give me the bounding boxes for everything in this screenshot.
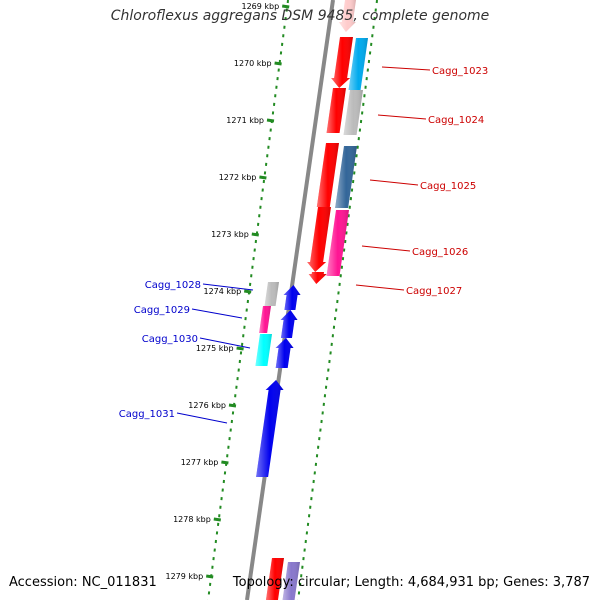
ruler-tick-label: 1277 kbp (181, 458, 219, 467)
ruler-tick (214, 519, 221, 520)
forward-gene-block-shade (317, 143, 339, 207)
gene-callout-line (177, 413, 227, 423)
gene-callout-line (378, 115, 426, 119)
gene-label: Cagg_1031 (119, 409, 175, 420)
ruler-tick (229, 405, 236, 406)
ruler-tick (252, 234, 259, 235)
gene-label: Cagg_1029 (134, 305, 190, 316)
topology-label: Topology: circular; Length: 4,684,931 bp… (233, 575, 590, 590)
ruler-tick-label: 1276 kbp (188, 401, 226, 410)
gene-label: Cagg_1028 (145, 280, 201, 291)
gene-label: Cagg_1030 (142, 334, 198, 345)
reverse-gene-block-shade (256, 380, 283, 477)
cog-gene-block-shade (255, 334, 272, 366)
cog-gene-block-shade (259, 306, 271, 333)
ruler-tick (237, 348, 244, 349)
forward-gene-block-shade (309, 272, 327, 284)
ruler-tick-label: 1278 kbp (173, 515, 211, 524)
cog-gene-block-shade (344, 90, 363, 135)
ruler-tick-label: 1272 kbp (219, 173, 257, 182)
forward-gene-block-shade (307, 207, 331, 272)
gene-label: Cagg_1026 (412, 247, 468, 258)
reverse-gene-block-shade (276, 338, 294, 368)
ruler-tick-label: 1271 kbp (226, 116, 264, 125)
ruler-tick (244, 291, 251, 292)
accession-label: Accession: NC_011831 (9, 575, 157, 590)
ruler-tick (221, 462, 228, 463)
gene-label: Cagg_1023 (432, 66, 488, 77)
gene-label: Cagg_1027 (406, 286, 462, 297)
gene-label: Cagg_1024 (428, 115, 484, 126)
gene-callout-line (382, 67, 430, 70)
gene-label: Cagg_1025 (420, 181, 476, 192)
ruler-tick (275, 63, 282, 64)
gene-callout-line (362, 246, 410, 251)
cog-gene-block-shade (335, 146, 357, 208)
reverse-gene-block-shade (284, 285, 301, 310)
forward-gene-block-shade (327, 88, 346, 133)
ruler-tick (267, 120, 274, 121)
ruler-tick-label: 1275 kbp (196, 344, 234, 353)
reverse-gene-block-shade (281, 310, 298, 338)
forward-gene-block-shade (331, 37, 353, 88)
gene-callout-line (356, 285, 404, 290)
ruler-tick (259, 177, 266, 178)
ruler-tick (206, 576, 213, 577)
cog-gene-block-shade (265, 282, 279, 306)
genome-title: Chloroflexus aggregans DSM 9485, complet… (0, 8, 600, 24)
ruler-tick-label: 1273 kbp (211, 230, 249, 239)
gene-callout-line (370, 180, 418, 185)
ruler-tick-label: 1279 kbp (165, 572, 203, 581)
gene-callout-line (192, 309, 242, 318)
ruler-tick (282, 6, 289, 7)
ruler-tick-label: 1270 kbp (234, 59, 272, 68)
